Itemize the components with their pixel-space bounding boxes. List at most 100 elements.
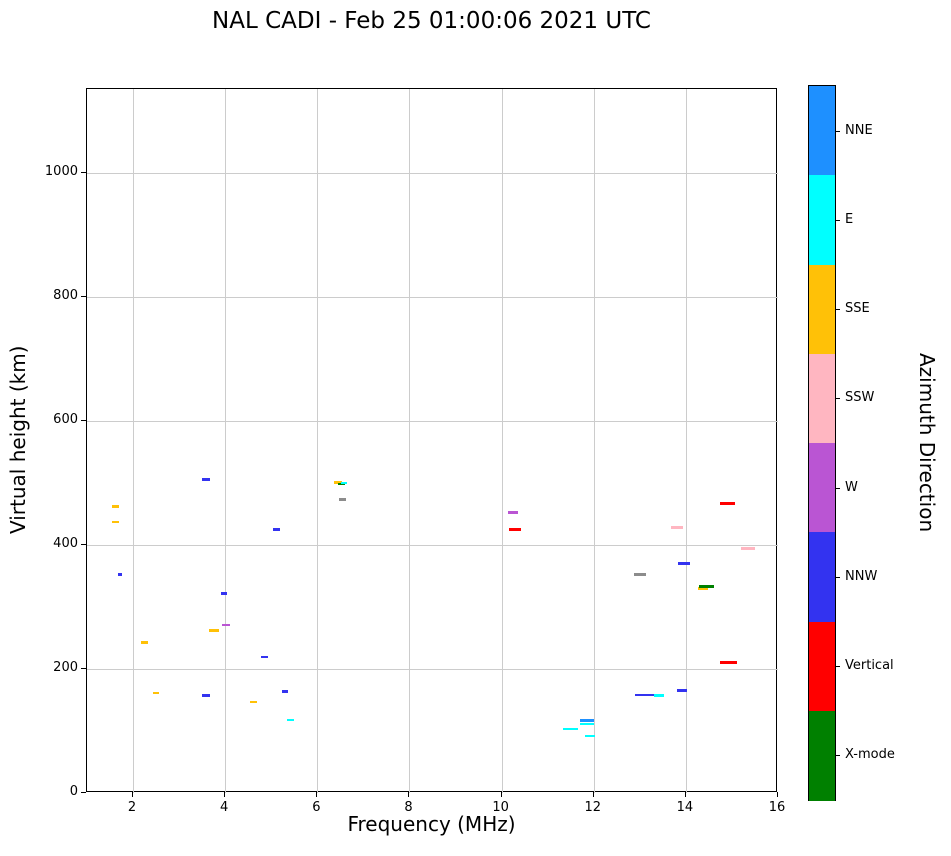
y-tick-label: 800 bbox=[53, 287, 78, 303]
grid-line-x bbox=[685, 89, 687, 793]
x-tick-mark bbox=[500, 792, 502, 797]
x-tick-label: 10 bbox=[492, 800, 509, 815]
data-point bbox=[117, 573, 123, 576]
colorbar bbox=[808, 85, 836, 801]
data-point bbox=[699, 585, 714, 588]
colorbar-segment-e bbox=[809, 175, 835, 265]
data-point bbox=[677, 689, 688, 692]
y-tick-label: 200 bbox=[53, 659, 78, 675]
chart-title: NAL CADI - Feb 25 01:00:06 2021 UTC bbox=[212, 8, 651, 34]
data-point bbox=[222, 623, 230, 627]
data-point bbox=[286, 718, 295, 722]
data-point bbox=[633, 573, 646, 576]
colorbar-segment-ssw bbox=[809, 353, 835, 444]
data-point bbox=[140, 640, 149, 644]
x-tick-mark bbox=[224, 792, 226, 797]
colorbar-tick-mark bbox=[836, 219, 840, 221]
data-point bbox=[221, 591, 227, 595]
grid-line-y bbox=[87, 668, 778, 670]
data-point bbox=[208, 629, 219, 632]
data-point bbox=[273, 528, 281, 531]
grid-line-x bbox=[133, 89, 135, 793]
x-tick-mark bbox=[592, 792, 594, 797]
data-point bbox=[654, 694, 665, 697]
grid-line-y bbox=[87, 172, 778, 174]
y-tick-mark bbox=[81, 295, 86, 297]
y-tick-label: 0 bbox=[69, 784, 78, 799]
colorbar-tick-mark bbox=[836, 755, 840, 757]
y-tick-mark bbox=[81, 667, 86, 669]
grid-line-y bbox=[87, 420, 778, 422]
colorbar-entry-label: X-mode bbox=[845, 747, 895, 763]
grid-line-x bbox=[409, 89, 411, 793]
data-point bbox=[584, 734, 596, 738]
grid-line-y bbox=[87, 544, 778, 546]
x-tick-label: 14 bbox=[676, 800, 694, 815]
x-tick-label: 12 bbox=[584, 800, 601, 815]
y-tick-label: 600 bbox=[53, 411, 78, 427]
colorbar-tick-mark bbox=[836, 666, 840, 668]
grid-line-y bbox=[87, 296, 778, 298]
data-point bbox=[719, 661, 737, 665]
y-tick-mark bbox=[81, 171, 86, 173]
data-point bbox=[153, 691, 159, 695]
y-tick-mark bbox=[81, 543, 86, 545]
data-point bbox=[250, 700, 258, 704]
x-tick-label: 2 bbox=[127, 800, 137, 815]
x-tick-label: 6 bbox=[312, 800, 321, 815]
colorbar-entry-label: NNE bbox=[845, 122, 873, 138]
colorbar-segment-w bbox=[809, 443, 835, 533]
colorbar-entry-label: SSW bbox=[845, 390, 875, 406]
plot-area bbox=[86, 88, 778, 793]
data-point bbox=[508, 511, 519, 514]
colorbar-entry-label: Vertical bbox=[845, 658, 894, 674]
data-point bbox=[282, 689, 288, 693]
y-tick-mark bbox=[81, 419, 86, 421]
colorbar-segment-sse bbox=[809, 264, 835, 355]
x-tick-label: 4 bbox=[220, 800, 229, 815]
x-tick-mark bbox=[132, 792, 134, 797]
x-tick-mark bbox=[777, 792, 778, 797]
data-point bbox=[677, 562, 690, 565]
data-point bbox=[333, 480, 343, 484]
x-tick-mark bbox=[316, 792, 318, 797]
y-axis-label: Virtual height (km) bbox=[6, 345, 30, 535]
colorbar-entry-label: E bbox=[845, 211, 854, 227]
data-point bbox=[670, 526, 683, 529]
colorbar-tick-mark bbox=[836, 398, 840, 400]
data-point bbox=[112, 520, 119, 524]
data-point bbox=[341, 481, 347, 485]
x-tick-label: 8 bbox=[404, 800, 413, 815]
colorbar-entry-label: SSE bbox=[845, 301, 870, 317]
y-tick-label: 1000 bbox=[44, 163, 78, 179]
data-point bbox=[719, 502, 735, 505]
data-point bbox=[339, 498, 346, 501]
data-point bbox=[698, 587, 709, 590]
colorbar-tick-mark bbox=[836, 576, 840, 578]
data-point bbox=[202, 478, 210, 482]
colorbar-entry-label: W bbox=[845, 479, 858, 495]
colorbar-segment-vertical bbox=[809, 621, 835, 712]
data-point bbox=[260, 655, 269, 659]
data-point bbox=[112, 505, 119, 508]
grid-line-x bbox=[593, 89, 595, 793]
colorbar-tick-mark bbox=[836, 309, 840, 311]
colorbar-axis-label: Azimuth Direction bbox=[915, 353, 939, 533]
y-tick-label: 400 bbox=[53, 535, 78, 551]
data-point bbox=[634, 693, 655, 697]
grid-line-x bbox=[317, 89, 319, 793]
x-tick-mark bbox=[408, 792, 410, 797]
data-point bbox=[563, 727, 579, 731]
data-point bbox=[202, 694, 210, 697]
colorbar-segment-nnw bbox=[809, 532, 835, 622]
data-point bbox=[741, 547, 755, 550]
x-tick-mark bbox=[684, 792, 686, 797]
colorbar-tick-mark bbox=[836, 487, 840, 489]
colorbar-tick-mark bbox=[836, 130, 840, 132]
grid-line-x bbox=[225, 89, 227, 793]
grid-line-x bbox=[501, 89, 503, 793]
x-tick-label: 16 bbox=[768, 800, 786, 815]
y-tick-mark bbox=[81, 792, 86, 793]
colorbar-entry-label: NNW bbox=[845, 568, 878, 584]
